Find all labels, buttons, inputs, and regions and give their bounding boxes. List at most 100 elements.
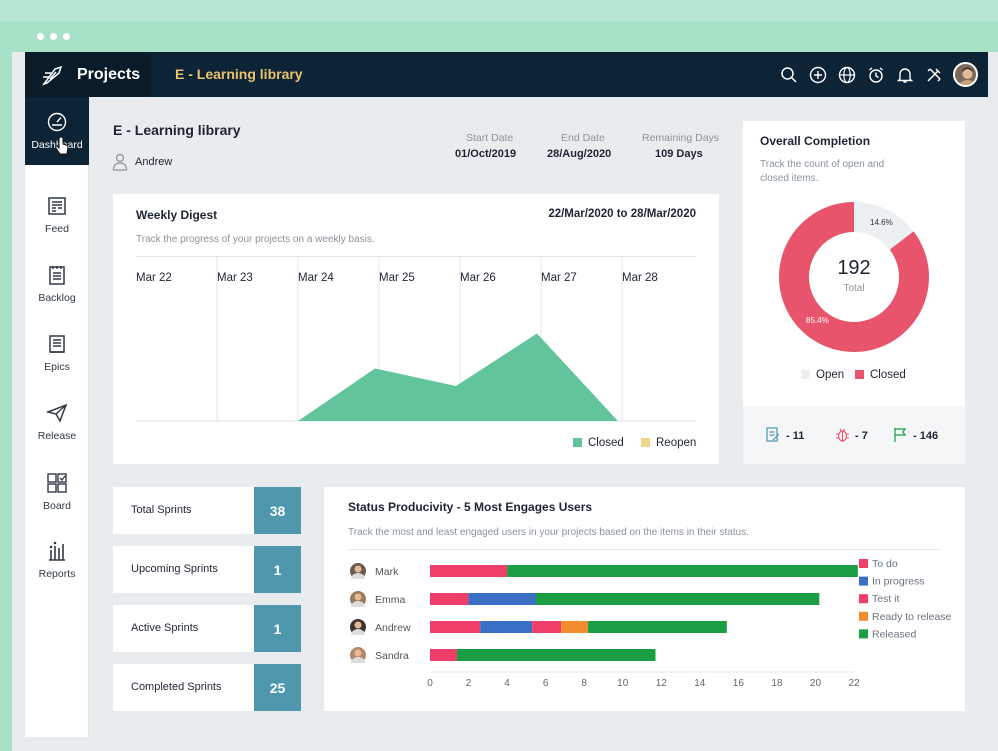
x-tick-label: 8: [581, 678, 587, 689]
weekly-digest-range: 22/Mar/2020 to 28/Mar/2020: [548, 208, 696, 220]
weekly-digest-card: Weekly Digest 22/Mar/2020 to 28/Mar/2020…: [113, 194, 719, 464]
sprint-label: Total Sprints: [131, 504, 192, 516]
legend-label: Ready to release: [872, 611, 952, 623]
day-label: Mar 26: [460, 272, 496, 284]
dashboard-icon: [47, 112, 67, 132]
weekly-digest-subtitle: Track the progress of your projects on a…: [136, 234, 375, 245]
owner-name: Andrew: [135, 156, 173, 168]
avatar-face: [354, 649, 362, 657]
completion-title: Overall Completion: [760, 134, 871, 148]
sidebar-item-label: Feed: [45, 223, 69, 235]
legend-label: Released: [872, 628, 917, 640]
sidebar-item-dashboard[interactable]: Dashboard: [25, 97, 89, 165]
bug-icon: [836, 428, 849, 442]
main-content: E - Learning library Andrew Start Date 0…: [90, 97, 988, 737]
bar-segment: [468, 593, 536, 605]
bar-segment: [561, 621, 589, 633]
sidebar-item-backlog[interactable]: Backlog: [25, 250, 89, 318]
sidebar-item-label: Reports: [38, 568, 76, 580]
user-avatar[interactable]: [953, 62, 978, 87]
sidebar-item-label: Backlog: [38, 292, 76, 304]
legend-label: In progress: [872, 576, 925, 588]
legend-reopen: Reopen: [641, 437, 696, 449]
remaining-days-label: Remaining Days: [642, 132, 720, 144]
productivity-title: Status Producivity - 5 Most Engages User…: [348, 500, 593, 514]
logo-icon: [42, 65, 63, 85]
sidebar-item-board[interactable]: Board: [25, 458, 89, 526]
cursor-icon: [55, 137, 69, 155]
sidebar-item-reports[interactable]: Reports: [25, 526, 89, 594]
day-label: Mar 22: [136, 272, 172, 284]
alarm-clock-icon[interactable]: [866, 65, 885, 84]
start-date-label: Start Date: [466, 132, 514, 144]
user-avatar: [350, 647, 366, 663]
globe-icon[interactable]: [837, 65, 856, 84]
sidebar-item-feed[interactable]: Feed: [25, 181, 89, 249]
bar-segment: [430, 649, 457, 661]
sprint-count: 38: [254, 487, 301, 534]
user-avatar: [350, 619, 366, 635]
avatar-body: [351, 657, 365, 663]
feed-icon: [48, 197, 66, 215]
sprint-label: Upcoming Sprints: [131, 563, 218, 575]
avatar-body: [351, 573, 365, 579]
bell-icon[interactable]: [895, 65, 914, 84]
page-title: E - Learning library: [113, 122, 241, 138]
day-label: Mar 23: [217, 272, 253, 284]
user-name-label: Emma: [375, 594, 405, 606]
completion-donut-chart: [779, 202, 929, 352]
legend-swatch: [859, 629, 868, 639]
open-percent-label: 14.6%: [870, 218, 893, 227]
bar-segment: [430, 621, 481, 633]
app-name: Projects: [77, 65, 141, 83]
x-tick-label: 0: [427, 678, 433, 689]
completed-sprints-card[interactable]: Completed Sprints 25: [113, 664, 301, 711]
x-tick-label: 16: [733, 678, 745, 689]
bar-segment: [430, 565, 508, 577]
legend-swatch: [859, 594, 868, 604]
reports-icon: [49, 541, 65, 561]
task-count: - 11: [786, 430, 805, 442]
day-label: Mar 28: [622, 272, 658, 284]
legend-open: Open: [801, 369, 844, 381]
productivity-bar-chart: Mark Emma Andrew Sandra 0 2 4 6 8 10 12 14 16 18 20 22 T…: [350, 558, 952, 689]
bar-segment: [430, 593, 469, 605]
completion-subtitle-2: closed items.: [760, 173, 819, 184]
user-name-label: Mark: [375, 566, 399, 578]
day-label: Mar 24: [298, 272, 334, 284]
bar-segment: [532, 621, 562, 633]
sidebar-item-release[interactable]: Release: [25, 388, 89, 456]
tools-icon[interactable]: [924, 65, 943, 84]
sidebar-item-label: Release: [37, 430, 77, 442]
active-sprints-card[interactable]: Active Sprints 1: [113, 605, 301, 652]
release-icon: [46, 403, 68, 423]
app-logo[interactable]: Projects: [25, 52, 151, 97]
sprint-count: 1: [254, 605, 301, 652]
avatar-face: [354, 565, 362, 573]
bar-segment: [588, 621, 727, 633]
user-avatar: [350, 563, 366, 579]
x-tick-label: 18: [771, 678, 783, 689]
completion-total: 192: [837, 257, 871, 279]
search-icon[interactable]: [779, 65, 798, 84]
legend-closed: Closed: [573, 437, 624, 449]
sprint-count: 25: [254, 664, 301, 711]
sidebar-item-epics[interactable]: Epics: [25, 319, 89, 387]
total-sprints-card[interactable]: Total Sprints 38: [113, 487, 301, 534]
legend-swatch: [859, 611, 868, 621]
completion-total-label: Total: [843, 283, 865, 294]
upcoming-sprints-card[interactable]: Upcoming Sprints 1: [113, 546, 301, 593]
avatar-body: [351, 601, 365, 607]
day-label: Mar 27: [541, 272, 577, 284]
add-icon[interactable]: [808, 65, 827, 84]
bar-segment: [456, 649, 656, 661]
top-bar: Projects E - Learning library: [25, 52, 988, 97]
productivity-subtitle: Track the most and least engaged users i…: [348, 527, 749, 538]
project-title: E - Learning library: [175, 66, 303, 82]
window-dots: [37, 33, 70, 40]
avatar-face: [354, 621, 362, 629]
sidebar-item-label: Dashboard: [31, 139, 83, 151]
milestone-count: - 146: [913, 430, 939, 442]
bar-segment: [480, 621, 533, 633]
end-date-value: 28/Aug/2020: [547, 148, 612, 160]
